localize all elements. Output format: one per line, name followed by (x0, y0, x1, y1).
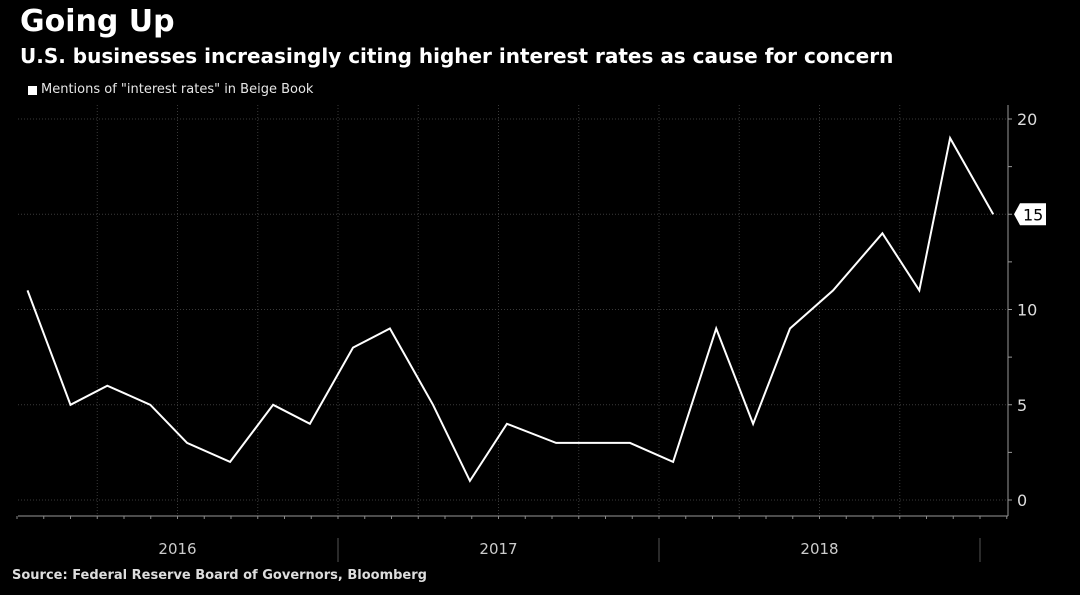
x-tick-label: 2018 (800, 540, 838, 558)
source-note: Source: Federal Reserve Board of Governo… (12, 568, 427, 583)
y-tick-label: 10 (1017, 301, 1037, 320)
legend-label: Mentions of "interest rates" in Beige Bo… (41, 82, 314, 97)
x-tick-label: 2017 (479, 540, 517, 558)
x-tick-label: 2016 (158, 540, 196, 558)
y-tick-label: 0 (1017, 491, 1027, 510)
series-line (26, 135, 995, 483)
legend: Mentions of "interest rates" in Beige Bo… (28, 82, 313, 98)
last-value-label: 15 (1023, 205, 1043, 224)
y-tick-label: 5 (1017, 396, 1027, 415)
last-value-badge (1014, 203, 1046, 226)
legend-swatch (28, 85, 37, 95)
chart-title: Going Up (20, 4, 175, 39)
chart-subtitle: U.S. businesses increasingly citing high… (20, 44, 894, 68)
y-tick-label: 20 (1017, 110, 1037, 129)
